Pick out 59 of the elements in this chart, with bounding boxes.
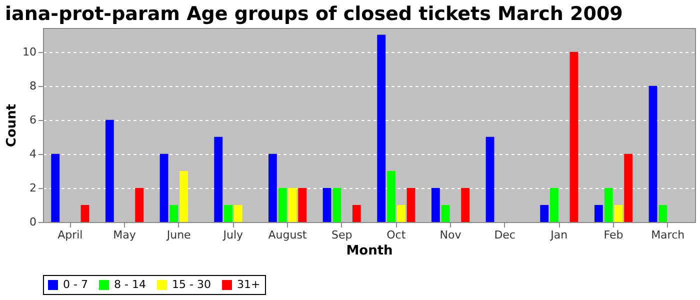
x-tick-label: Feb (604, 228, 624, 242)
bar (135, 188, 144, 222)
chart-title: iana-prot-param Age groups of closed tickets March 2009 (5, 3, 623, 25)
bar (160, 154, 168, 222)
bar (322, 188, 332, 222)
bar (594, 204, 603, 222)
x-tick-label: Sep (331, 228, 352, 242)
y-axis-title: Count (4, 104, 20, 148)
legend-label: 31+ (237, 278, 260, 291)
bar (268, 154, 277, 222)
x-tick-label: Dec (494, 228, 516, 242)
x-tick-label: Nov (440, 228, 462, 242)
x-tick-label: April (58, 228, 83, 242)
x-tick-label: Oct (386, 228, 406, 242)
bar (105, 120, 114, 222)
x-tick-label: May (113, 228, 136, 242)
bar (387, 170, 396, 222)
y-tick-label: 6 (30, 113, 36, 126)
bar (540, 204, 549, 222)
x-axis-title: Month (346, 244, 393, 258)
bar (624, 154, 633, 222)
bar (377, 34, 386, 222)
x-tick-label: March (651, 228, 685, 242)
bar (51, 154, 60, 222)
bar (406, 188, 416, 222)
y-tick-label: 2 (30, 181, 36, 194)
bar (658, 204, 668, 222)
bar (396, 204, 406, 222)
bar (441, 204, 450, 222)
bar (550, 188, 558, 222)
x-tick-label: June (166, 228, 192, 242)
y-tick-label: 10 (22, 45, 36, 58)
bar (352, 204, 361, 222)
x-tick-label: August (268, 228, 308, 242)
x-tick-label: July (222, 228, 244, 242)
bar (461, 188, 470, 222)
legend-label: 8 - 14 (114, 278, 146, 291)
bar (570, 52, 578, 222)
legend-label: 0 - 7 (63, 278, 88, 291)
bar (80, 204, 90, 222)
y-tick-label: 8 (30, 79, 36, 92)
bar (170, 204, 178, 222)
bar (604, 188, 613, 222)
bar (288, 188, 297, 222)
legend-label: 15 - 30 (172, 278, 211, 291)
bar (614, 204, 623, 222)
bar (278, 188, 287, 222)
bar (298, 188, 307, 222)
y-tick-label: 4 (30, 147, 36, 160)
y-tick-label: 0 (30, 216, 36, 228)
bar (431, 188, 440, 222)
bar (180, 170, 188, 222)
bar (486, 136, 494, 222)
bar (332, 188, 342, 222)
bar (648, 86, 658, 222)
bar (224, 204, 232, 222)
x-tick-label: Jan (550, 228, 568, 242)
bar (214, 136, 223, 222)
bar (234, 204, 242, 222)
